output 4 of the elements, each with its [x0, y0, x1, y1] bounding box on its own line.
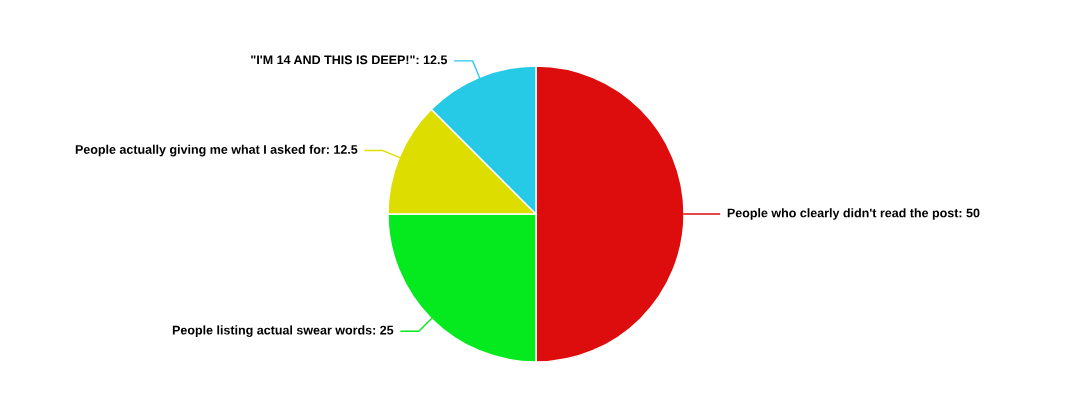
slice-label: People who clearly didn't read the post: 50 [727, 208, 980, 220]
slice-label: People actually giving me what I asked for: 12.5 [75, 144, 358, 157]
slice-label: "I'M 14 AND THIS IS DEEP!": 12.5 [251, 55, 448, 65]
slice-label: People listing actual swear words: 25 [172, 325, 394, 338]
